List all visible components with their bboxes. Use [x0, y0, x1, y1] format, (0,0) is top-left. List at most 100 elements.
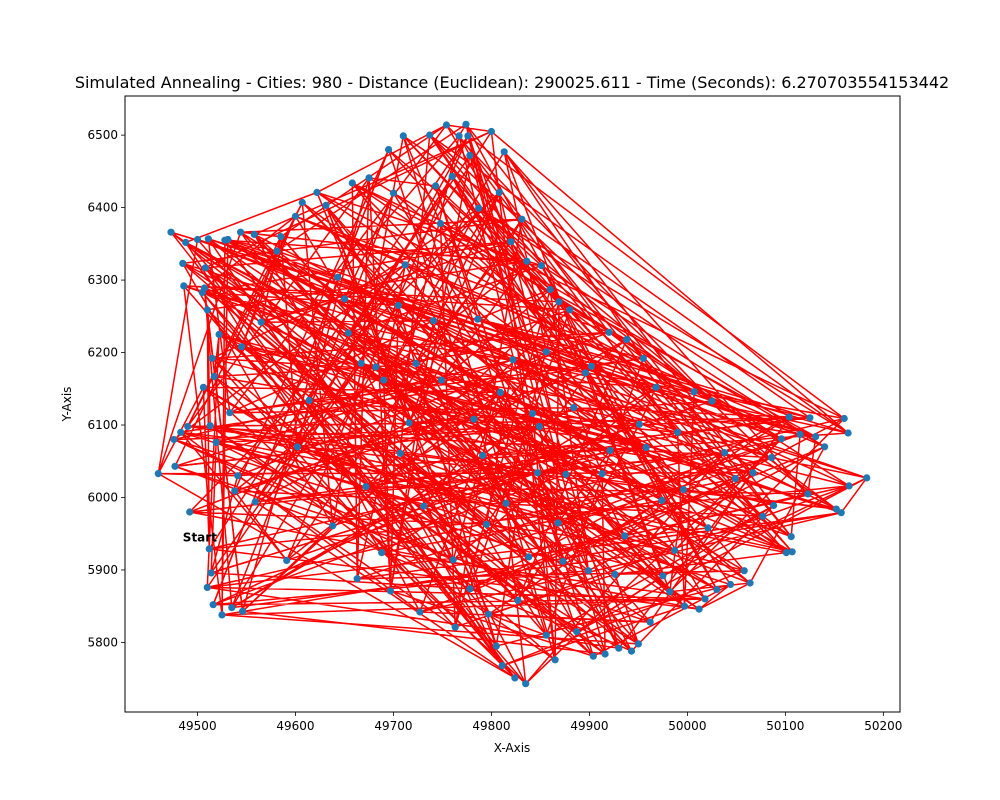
city-point	[680, 602, 689, 610]
city-point	[566, 306, 574, 314]
city-point	[464, 132, 472, 140]
city-point	[210, 372, 218, 381]
city-point	[180, 282, 188, 290]
city-point	[251, 498, 259, 506]
city-point	[437, 376, 446, 384]
city-point	[484, 610, 493, 618]
city-point	[759, 512, 767, 520]
city-point	[396, 449, 404, 457]
x-axis-label: X-Axis	[494, 741, 531, 755]
city-point	[704, 524, 712, 532]
city-point	[658, 496, 666, 504]
city-point	[293, 443, 301, 451]
city-point	[554, 519, 562, 527]
city-point	[812, 433, 820, 441]
city-point	[420, 502, 428, 510]
city-point	[806, 414, 814, 422]
city-point	[475, 204, 483, 212]
city-point	[215, 330, 223, 338]
city-point	[470, 415, 478, 423]
city-point	[231, 487, 239, 495]
city-point	[186, 508, 194, 516]
city-point	[587, 362, 596, 370]
city-point	[313, 188, 321, 196]
city-point	[551, 656, 559, 664]
city-point	[844, 429, 852, 437]
city-point	[533, 469, 542, 477]
city-point	[203, 583, 211, 592]
city-point	[209, 601, 217, 609]
city-point	[378, 549, 386, 557]
city-point	[542, 631, 550, 639]
city-point	[199, 383, 207, 391]
city-point	[193, 235, 202, 244]
city-point	[448, 172, 456, 180]
city-point	[283, 556, 291, 565]
city-point	[837, 509, 845, 517]
city-point	[840, 414, 848, 423]
city-point	[606, 446, 614, 454]
city-point	[845, 482, 853, 490]
city-point	[466, 585, 474, 593]
x-tick-label: 49500	[178, 719, 216, 733]
city-point	[329, 522, 337, 530]
city-point	[623, 335, 631, 344]
city-point	[204, 235, 212, 243]
city-point	[495, 188, 503, 196]
city-point	[179, 259, 187, 267]
city-point	[529, 409, 537, 417]
city-point	[479, 451, 487, 460]
city-point	[621, 532, 629, 540]
city-point	[394, 301, 402, 309]
city-point	[386, 587, 395, 595]
city-point	[679, 485, 688, 494]
city-point	[208, 354, 216, 362]
city-point	[234, 472, 242, 480]
city-point	[171, 462, 179, 470]
city-point	[238, 343, 246, 351]
city-point	[535, 422, 544, 431]
y-tick-label: 5800	[87, 635, 118, 649]
city-point	[804, 490, 812, 498]
city-point	[442, 121, 450, 129]
chart-title: Simulated Annealing - Cities: 980 - Dist…	[75, 73, 949, 92]
city-point	[522, 680, 530, 688]
x-axis-ticks: 49500 49600 49700 49800 49900 50000 50100 50200	[178, 712, 902, 733]
city-point	[399, 132, 407, 140]
city-point	[690, 388, 698, 396]
city-point	[496, 388, 504, 396]
city-point	[257, 318, 265, 326]
city-point	[203, 306, 211, 314]
x-tick-label: 49900	[570, 719, 608, 733]
city-point	[353, 575, 361, 583]
city-point	[207, 569, 215, 577]
city-point	[401, 261, 409, 269]
city-point	[601, 650, 609, 658]
city-point	[466, 151, 474, 159]
city-point	[611, 570, 619, 578]
city-point	[430, 317, 438, 325]
route-path-layer	[157, 122, 870, 686]
city-point	[627, 647, 636, 655]
city-point	[212, 438, 220, 446]
city-point	[708, 397, 716, 405]
city-point	[787, 533, 795, 541]
city-point	[170, 435, 178, 444]
city-point	[639, 354, 647, 362]
city-point	[863, 474, 871, 482]
city-point	[239, 607, 247, 615]
y-tick-label: 6400	[87, 201, 118, 215]
city-point	[598, 470, 606, 478]
plot-frame	[124, 95, 901, 713]
city-point	[546, 285, 554, 294]
city-point	[770, 501, 778, 510]
city-point	[785, 413, 793, 421]
city-point	[511, 674, 519, 682]
city-point	[589, 652, 597, 660]
city-point	[498, 662, 506, 670]
y-tick-label: 5900	[87, 563, 118, 577]
city-point	[500, 148, 508, 156]
city-point	[154, 470, 162, 478]
city-point	[701, 595, 709, 603]
